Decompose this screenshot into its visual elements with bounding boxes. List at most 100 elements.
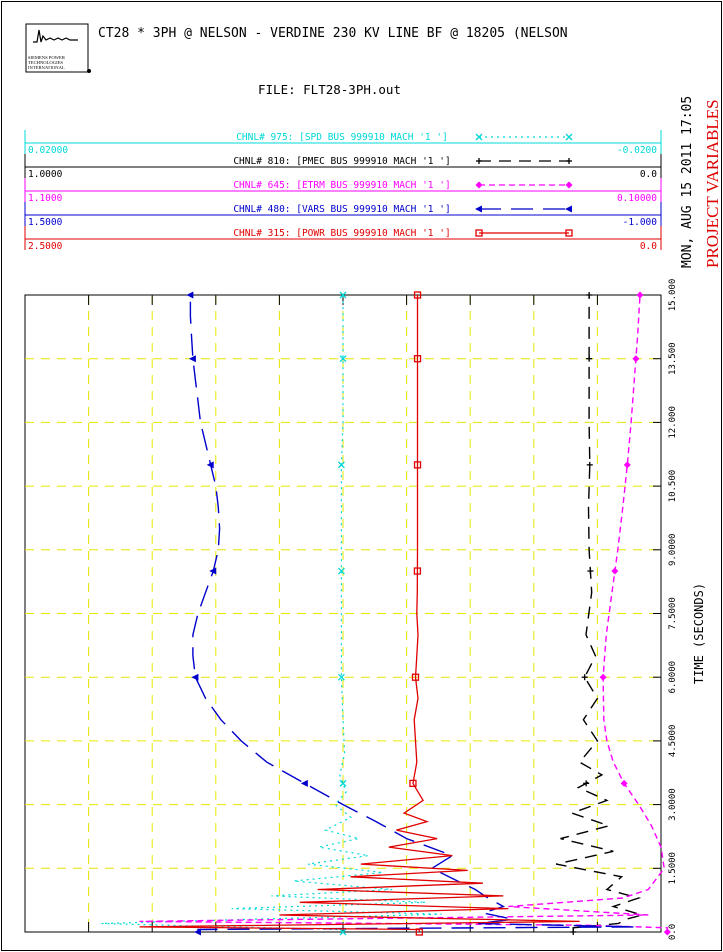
legend-name: CHNL# 975: [SPD BUS 999910 MACH '1 '] [236,132,448,143]
side-date: MON, AUG 15 2011 17:05 [680,96,695,268]
x-tick-label: 12.000 [668,406,678,439]
legend-right-scale: -1.000 [623,217,658,228]
legend-right-scale: 0.0 [640,169,657,180]
series-marker-pmec [570,929,577,935]
x-tick-label: 4.5000 [668,725,678,758]
series-line-etrm [139,294,669,932]
x-tick-label: 1.5000 [668,852,678,885]
legend-marker [475,205,482,213]
series-marker-etrm [611,567,619,575]
series-marker-powr [413,355,422,363]
series-marker-etrm [623,461,631,469]
plot-title: CT28 * 3PH @ NELSON - VERDINE 230 KV LIN… [98,26,568,41]
legend-marker [475,133,483,141]
series-marker-pmec [583,780,590,787]
legend-entry-pmec: CHNL# 810: [PMEC BUS 999910 MACH '1 '] 1.… [24,154,662,180]
legend-marker [565,133,573,141]
x-axis-label: TIME (SECONDS) [692,583,706,684]
x-axis-ticks: 0.0 1.5000 3.0000 4.5000 6.0000 7.5000 9.0000 1… [653,279,678,940]
logo-line-1: SIEMENS POWER [28,55,66,60]
legend-entry-powr: CHNL# 315: [POWR BUS 999910 MACH '1 '] 2.… [24,226,662,252]
series-line-spd [101,295,442,933]
legend-right-scale: -0.0200 [617,145,657,156]
legend-right-scale: 0.10000 [617,193,657,204]
x-tick-label: 9.0000 [668,534,678,567]
logo-box [25,23,89,73]
x-tick-label: 7.5000 [668,597,678,630]
series-marker-spd [337,567,345,575]
series-marker-etrm [599,673,607,681]
series-marker-etrm [663,928,671,936]
series-marker-powr [413,567,422,575]
series-marker-vars [188,355,196,363]
series-group [101,291,671,936]
side-title: PROJECT VARIABLES [703,99,722,268]
legend-marker [566,158,572,164]
series-marker-powr [411,673,420,681]
logo-dot [87,69,91,73]
series-marker-pmec [586,461,593,468]
series-marker-spd [337,461,345,469]
x-tick-label: 3.0000 [668,788,678,821]
series-marker-pmec [586,292,593,298]
series-marker-vars [186,291,194,299]
series-marker-pmec [581,674,588,681]
logo-line-2: TECHNOLOGIES [28,60,63,65]
grid-lines [25,295,661,932]
series-marker-spd [339,779,347,787]
legend-name: CHNL# 810: [PMEC BUS 999910 MACH '1 '] [233,156,450,167]
x-tick-label: 13.500 [668,342,678,375]
legend-name: CHNL# 315: [POWR BUS 999910 MACH '1 '] [233,228,450,239]
legend-right-scale: 0.0 [640,241,657,252]
legend-name: CHNL# 645: [ETRM BUS 999910 MACH '1 '] [233,180,450,191]
x-tick-label: 6.0000 [668,661,678,694]
series-marker-powr [415,928,423,936]
plot-frame [24,294,662,933]
legend-left-scale: 1.1000 [28,193,63,204]
series-marker-spd [337,673,345,681]
x-tick-label: 15.000 [668,279,678,312]
series-marker-spd [339,291,347,299]
siemens-logo: SIEMENS POWER TECHNOLOGIES INTERNATIONAL [25,23,91,73]
legend-left-scale: 1.0000 [28,169,63,180]
legend-marker [476,158,482,164]
legend-entry-spd: CHNL# 975: [SPD BUS 999910 MACH '1 '] 0.0… [24,130,662,156]
series-marker-etrm [620,779,628,787]
series-marker-etrm [636,291,644,299]
legend-marker [565,229,573,237]
legend-left-scale: 2.5000 [28,241,63,252]
plot-area: 0.0 1.5000 3.0000 4.5000 6.0000 7.5000 9.0000 1… [24,279,678,940]
series-marker-etrm [632,355,640,363]
legend-left-scale: 0.02000 [28,145,68,156]
logo-line-3: INTERNATIONAL [28,65,65,70]
series-marker-pmec [587,568,594,575]
series-marker-spd [339,928,347,936]
channel-legend: CHNL# 975: [SPD BUS 999910 MACH '1 '] 0.0… [24,130,662,252]
legend-marker [475,181,483,189]
series-marker-vars [206,461,214,469]
x-tick-label: 10.500 [668,470,678,503]
series-line-vars [189,295,636,932]
series-marker-powr [413,291,422,299]
series-marker-vars [300,779,308,787]
legend-entry-vars: CHNL# 480: [VARS BUS 999910 MACH '1 '] 1.… [24,202,662,228]
series-marker-spd [339,355,347,363]
series-marker-powr [413,461,422,469]
logo-wave-icon [33,29,78,43]
file-label: FILE: FLT28-3PH.out [258,82,401,97]
series-marker-vars [193,928,201,936]
legend-name: CHNL# 480: [VARS BUS 999910 MACH '1 '] [233,204,450,215]
legend-marker [475,229,483,237]
series-marker-powr [409,779,417,788]
series-marker-vars [191,673,199,681]
legend-marker [565,181,573,189]
legend-marker [565,205,572,213]
legend-entry-etrm: CHNL# 645: [ETRM BUS 999910 MACH '1 '] 1.… [24,178,662,204]
series-marker-vars [209,567,217,575]
legend-left-scale: 1.5000 [28,217,63,228]
series-marker-pmec [586,355,593,362]
series-line-powr [139,295,580,932]
series-line-pmec [555,295,645,932]
